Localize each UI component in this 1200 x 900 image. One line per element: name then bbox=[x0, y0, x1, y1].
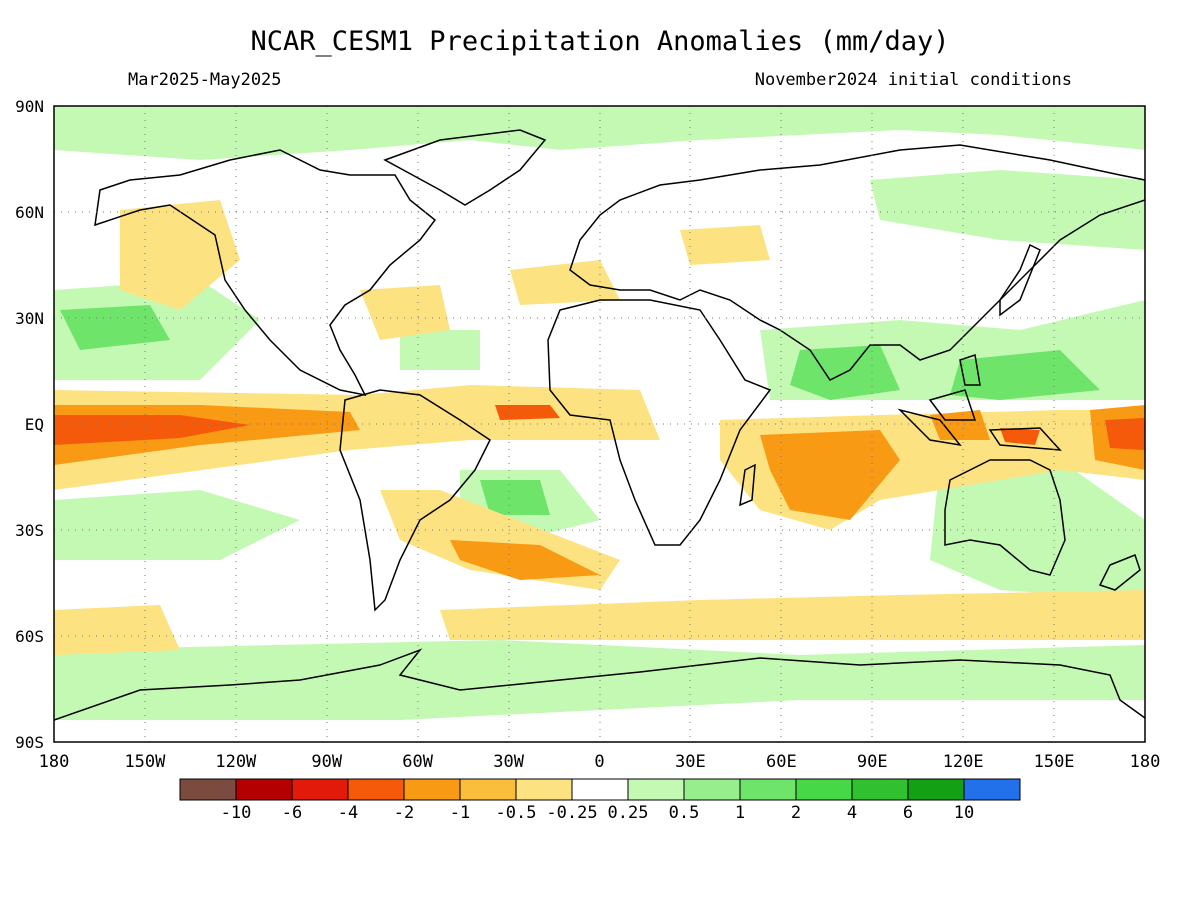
latitude-labels: 90N 60N 30N EQ 30S 60S 90S bbox=[15, 97, 44, 752]
lon-label-10: 120E bbox=[943, 752, 984, 772]
colorbar: -10 -6 -4 -2 -1 -0.5 -0.25 0.25 0.5 1 2 4 6 10 bbox=[179, 778, 1021, 823]
lon-label-11: 150E bbox=[1034, 752, 1075, 772]
lat-label-30n: 30N bbox=[15, 309, 44, 328]
forecast-period: Mar2025-May2025 bbox=[128, 70, 282, 90]
colorbar-swatch-3 bbox=[347, 778, 405, 801]
colorbar-label-12: 6 bbox=[903, 803, 913, 823]
lon-label-12: 180 bbox=[1130, 752, 1161, 772]
colorbar-label-13: 10 bbox=[954, 803, 974, 823]
colorbar-swatch-7 bbox=[571, 778, 629, 801]
lon-label-8: 60E bbox=[766, 752, 797, 772]
colorbar-swatch-11 bbox=[795, 778, 853, 801]
lat-label-60n: 60N bbox=[15, 203, 44, 222]
colorbar-swatch-8 bbox=[627, 778, 685, 801]
lon-label-4: 60W bbox=[402, 752, 433, 772]
lon-label-6: 0 bbox=[594, 752, 604, 772]
colorbar-swatch-1 bbox=[235, 778, 293, 801]
colorbar-label-3: -2 bbox=[394, 803, 414, 823]
gridlines bbox=[54, 106, 1145, 742]
lat-label-eq: EQ bbox=[25, 415, 44, 434]
lat-label-30s: 30S bbox=[15, 521, 44, 540]
lon-label-1: 150W bbox=[124, 752, 166, 772]
colorbar-label-9: 1 bbox=[735, 803, 745, 823]
colorbar-swatch-14 bbox=[963, 778, 1021, 801]
colorbar-label-6: -0.25 bbox=[546, 803, 597, 823]
lat-label-60s: 60S bbox=[15, 627, 44, 646]
colorbar-label-10: 2 bbox=[791, 803, 801, 823]
lon-label-9: 90E bbox=[857, 752, 888, 772]
colorbar-label-11: 4 bbox=[847, 803, 857, 823]
colorbar-swatch-13 bbox=[907, 778, 965, 801]
lat-label-90n: 90N bbox=[15, 97, 44, 116]
lon-label-2: 120W bbox=[215, 752, 257, 772]
lon-label-0: 180 bbox=[39, 752, 70, 772]
colorbar-swatch-2 bbox=[291, 778, 349, 801]
colorbar-swatch-4 bbox=[403, 778, 461, 801]
coastlines bbox=[54, 129, 1145, 721]
colorbar-swatch-5 bbox=[459, 778, 517, 801]
lon-label-7: 30E bbox=[675, 752, 706, 772]
longitude-labels: 180 150W 120W 90W 60W 30W 0 30E 60E 90E 120E 150E 18… bbox=[39, 752, 1161, 772]
colorbar-swatch-10 bbox=[739, 778, 797, 801]
initial-conditions: November2024 initial conditions bbox=[754, 70, 1072, 90]
colorbar-label-7: 0.25 bbox=[608, 803, 649, 823]
colorbar-label-4: -1 bbox=[450, 803, 470, 823]
lon-label-3: 90W bbox=[311, 752, 342, 772]
colorbar-label-5: -0.5 bbox=[496, 803, 537, 823]
colorbar-swatch-6 bbox=[515, 778, 573, 801]
map-frame bbox=[53, 105, 1146, 743]
colorbar-label-1: -6 bbox=[282, 803, 302, 823]
colorbar-swatch-9 bbox=[683, 778, 741, 801]
map-title: NCAR_CESM1 Precipitation Anomalies (mm/d… bbox=[250, 26, 950, 57]
colorbar-label-8: 0.5 bbox=[669, 803, 700, 823]
anomaly-field bbox=[54, 106, 1145, 742]
lon-label-5: 30W bbox=[493, 752, 524, 772]
colorbar-swatch-12 bbox=[851, 778, 909, 801]
colorbar-swatch-0 bbox=[179, 778, 237, 801]
colorbar-label-0: -10 bbox=[221, 803, 252, 823]
lat-label-90s: 90S bbox=[15, 733, 44, 752]
colorbar-label-2: -4 bbox=[338, 803, 358, 823]
